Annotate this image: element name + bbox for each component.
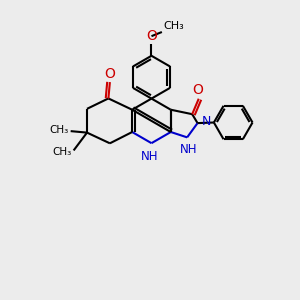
Text: CH₃: CH₃	[52, 147, 71, 157]
Text: NH: NH	[141, 150, 159, 163]
Text: O: O	[146, 29, 157, 43]
Text: O: O	[192, 83, 203, 97]
Text: NH: NH	[180, 143, 197, 156]
Text: O: O	[104, 67, 115, 81]
Text: CH₃: CH₃	[164, 21, 184, 31]
Text: N: N	[202, 115, 211, 128]
Text: CH₃: CH₃	[49, 125, 68, 135]
